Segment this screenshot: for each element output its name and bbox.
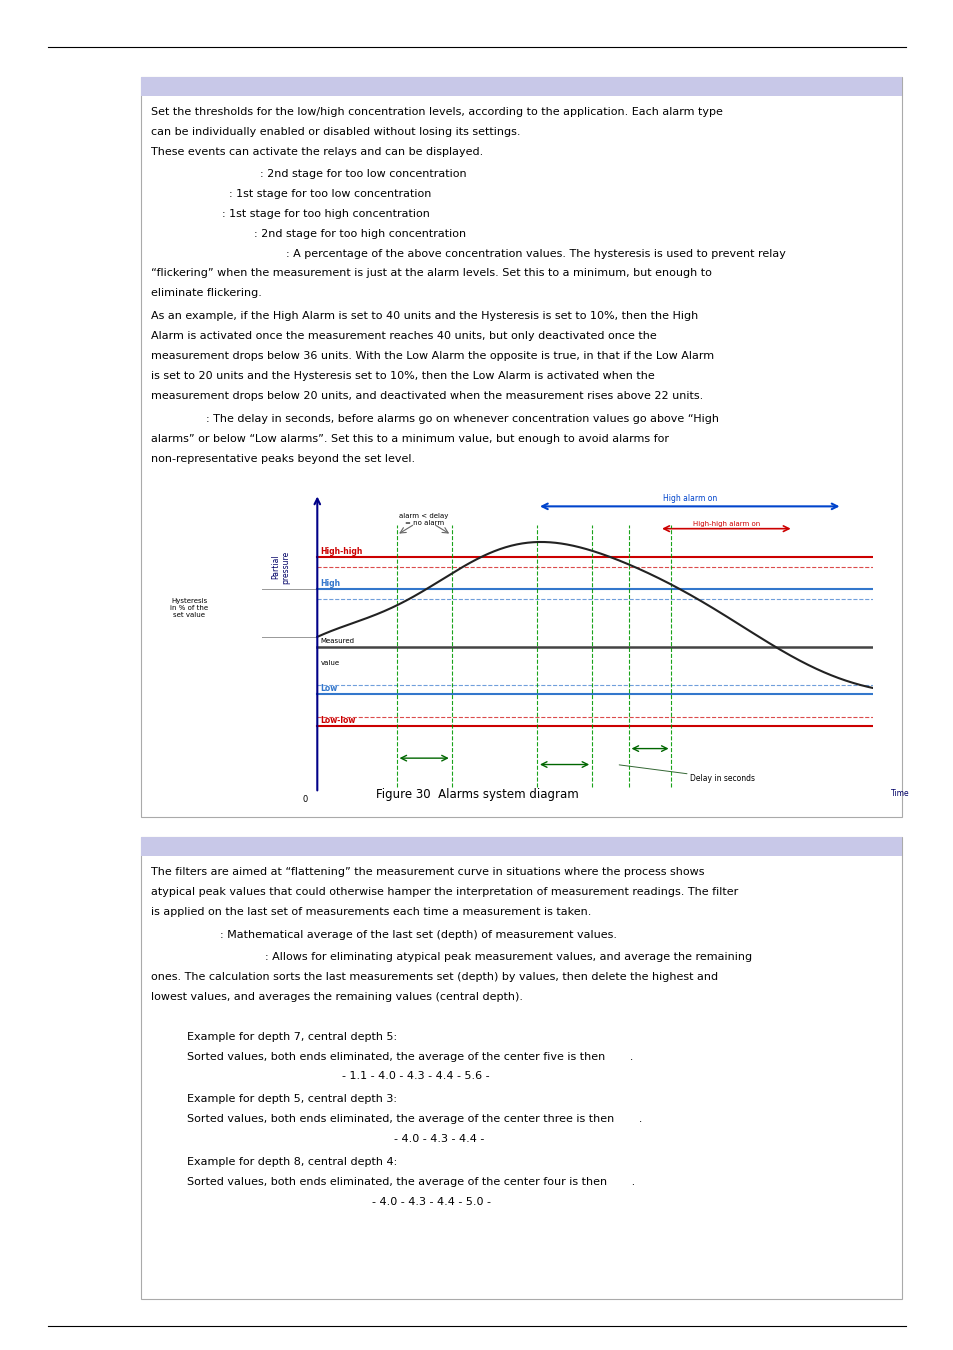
Text: alarms” or below “Low alarms”. Set this to a minimum value, but enough to avoid : alarms” or below “Low alarms”. Set this … [151, 435, 668, 444]
Text: : A percentage of the above concentration values. The hysteresis is used to prev: : A percentage of the above concentratio… [286, 248, 785, 258]
Text: High alarm on: High alarm on [662, 494, 716, 504]
Text: Low: Low [320, 684, 337, 693]
Text: Sorted values, both ends eliminated, the average of the center three is then    : Sorted values, both ends eliminated, the… [187, 1115, 641, 1125]
Text: is set to 20 units and the Hysteresis set to 10%, then the Low Alarm is activate: is set to 20 units and the Hysteresis se… [151, 371, 654, 382]
Text: eliminate flickering.: eliminate flickering. [151, 289, 261, 298]
Text: 0: 0 [302, 795, 308, 805]
Text: : 2nd stage for too high concentration: : 2nd stage for too high concentration [253, 228, 465, 239]
Text: Figure 30  Alarms system diagram: Figure 30 Alarms system diagram [375, 787, 578, 801]
Text: Sorted values, both ends eliminated, the average of the center five is then     : Sorted values, both ends eliminated, the… [187, 1052, 633, 1061]
Text: - 4.0 - 4.3 - 4.4 -: - 4.0 - 4.3 - 4.4 - [394, 1134, 484, 1145]
Text: These events can activate the relays and can be displayed.: These events can activate the relays and… [151, 147, 482, 157]
Text: measurement drops below 20 units, and deactivated when the measurement rises abo: measurement drops below 20 units, and de… [151, 392, 702, 401]
Text: : Mathematical average of the last set (depth) of measurement values.: : Mathematical average of the last set (… [220, 930, 617, 940]
Text: : Allows for eliminating atypical peak measurement values, and average the remai: : Allows for eliminating atypical peak m… [265, 952, 752, 961]
Text: Example for depth 5, central depth 3:: Example for depth 5, central depth 3: [187, 1095, 396, 1104]
Text: : 2nd stage for too low concentration: : 2nd stage for too low concentration [260, 169, 467, 178]
Text: alarm < delay
= no alarm: alarm < delay = no alarm [399, 513, 448, 525]
Text: Hysteresis
in % of the
set value: Hysteresis in % of the set value [170, 598, 208, 618]
Bar [141, 837, 902, 856]
Bar [141, 77, 902, 817]
Text: is applied on the last set of measurements each time a measurement is taken.: is applied on the last set of measuremen… [151, 907, 591, 917]
Text: : The delay in seconds, before alarms go on whenever concentration values go abo: : The delay in seconds, before alarms go… [206, 414, 719, 424]
Bar [141, 77, 902, 96]
Text: : 1st stage for too high concentration: : 1st stage for too high concentration [222, 208, 430, 219]
Text: Set the thresholds for the low/high concentration levels, according to the appli: Set the thresholds for the low/high conc… [151, 107, 721, 116]
Text: Example for depth 7, central depth 5:: Example for depth 7, central depth 5: [187, 1031, 396, 1042]
Text: Delay in seconds: Delay in seconds [689, 774, 754, 783]
Bar [141, 837, 902, 1299]
Text: As an example, if the High Alarm is set to 40 units and the Hysteresis is set to: As an example, if the High Alarm is set … [151, 312, 698, 321]
Text: High-high alarm on: High-high alarm on [692, 521, 760, 526]
Text: The filters are aimed at “flattening” the measurement curve in situations where : The filters are aimed at “flattening” th… [151, 867, 703, 876]
Text: can be individually enabled or disabled without losing its settings.: can be individually enabled or disabled … [151, 127, 519, 136]
Text: Low-low: Low-low [320, 716, 355, 725]
Text: Sorted values, both ends eliminated, the average of the center four is then     : Sorted values, both ends eliminated, the… [187, 1177, 635, 1188]
Text: lowest values, and averages the remaining values (central depth).: lowest values, and averages the remainin… [151, 991, 522, 1002]
Text: - 4.0 - 4.3 - 4.4 - 5.0 -: - 4.0 - 4.3 - 4.4 - 5.0 - [372, 1197, 491, 1207]
Text: Example for depth 8, central depth 4:: Example for depth 8, central depth 4: [187, 1157, 396, 1168]
Text: value: value [320, 660, 339, 666]
Text: ones. The calculation sorts the last measurements set (depth) by values, then de: ones. The calculation sorts the last mea… [151, 972, 717, 981]
Text: : 1st stage for too low concentration: : 1st stage for too low concentration [229, 189, 431, 198]
Text: Measured: Measured [320, 639, 354, 644]
Text: Alarm is activated once the measurement reaches 40 units, but only deactivated o: Alarm is activated once the measurement … [151, 332, 656, 342]
Text: non-representative peaks beyond the set level.: non-representative peaks beyond the set … [151, 455, 415, 464]
Text: measurement drops below 36 units. With the Low Alarm the opposite is true, in th: measurement drops below 36 units. With t… [151, 351, 713, 362]
Text: Partial
pressure: Partial pressure [271, 551, 290, 583]
Text: - 1.1 - 4.0 - 4.3 - 4.4 - 5.6 -: - 1.1 - 4.0 - 4.3 - 4.4 - 5.6 - [341, 1072, 489, 1081]
Text: High: High [320, 579, 340, 587]
Text: Time: Time [890, 788, 909, 798]
Text: High-high: High-high [320, 547, 362, 556]
Text: atypical peak values that could otherwise hamper the interpretation of measureme: atypical peak values that could otherwis… [151, 887, 738, 896]
Text: “flickering” when the measurement is just at the alarm levels. Set this to a min: “flickering” when the measurement is jus… [151, 269, 711, 278]
